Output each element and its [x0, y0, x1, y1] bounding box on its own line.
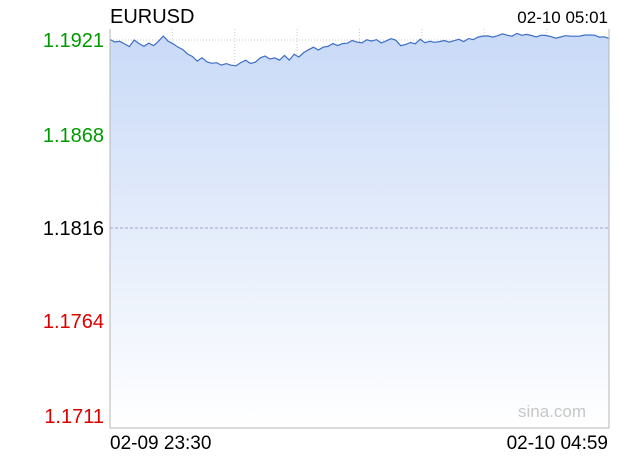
price-line	[109, 32, 610, 67]
y-axis-labels: 1.1921 1.1868 1.1816 1.1764 1.1711	[43, 30, 104, 428]
x-tick-label-end: 02-10 04:59	[506, 433, 608, 454]
chart-title: EURUSD	[110, 6, 195, 28]
sina-watermark: sina.com	[517, 402, 586, 421]
plot-frame	[109, 29, 610, 429]
y-tick-label: 1.1868	[43, 125, 104, 147]
y-tick-label: 1.1711	[44, 406, 104, 428]
chart-timestamp: 02-10 05:01	[517, 8, 608, 27]
x-tick-label-start: 02-09 23:30	[110, 433, 212, 454]
price-area	[110, 33, 609, 429]
y-tick-label: 1.1764	[43, 311, 104, 333]
y-tick-label: 1.1816	[43, 218, 104, 240]
y-tick-label: 1.1921	[43, 30, 104, 52]
